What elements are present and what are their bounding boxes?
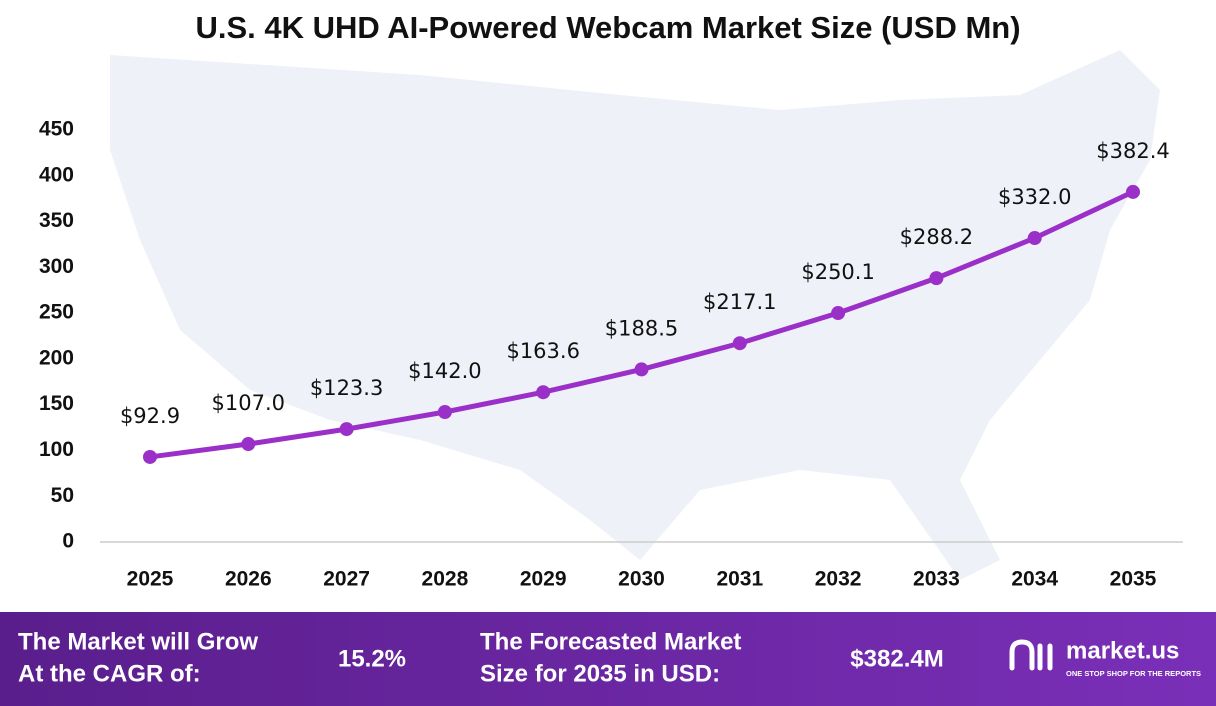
map-background <box>110 50 1160 580</box>
x-tick-label: 2025 <box>127 568 174 591</box>
value-label: $288.2 <box>900 225 973 249</box>
marker <box>634 362 649 377</box>
y-tick-label: 100 <box>39 438 74 461</box>
size-value: $382.4M <box>850 645 943 672</box>
x-tick-label: 2033 <box>913 568 960 591</box>
size-label: Size for 2035 in USD: <box>480 660 720 687</box>
value-label: $163.6 <box>506 339 579 363</box>
x-tick-label: 2030 <box>618 568 665 591</box>
y-tick-label: 400 <box>39 163 74 186</box>
marker <box>339 422 354 437</box>
value-label: $142.0 <box>408 359 481 383</box>
value-label: $92.9 <box>120 404 180 428</box>
x-tick-label: 2035 <box>1110 568 1157 591</box>
x-tick-label: 2031 <box>716 568 763 591</box>
cagr-label: At the CAGR of: <box>18 660 201 687</box>
marker <box>1027 231 1042 246</box>
chart-title: U.S. 4K UHD AI-Powered Webcam Market Siz… <box>195 10 1020 45</box>
y-tick-label: 50 <box>51 484 74 507</box>
x-tick-label: 2032 <box>815 568 862 591</box>
cagr-label: The Market will Grow <box>18 628 258 655</box>
x-tick-label: 2027 <box>323 568 370 591</box>
value-label: $382.4 <box>1096 139 1169 163</box>
marker <box>1126 184 1140 199</box>
x-tick-label: 2026 <box>225 568 272 591</box>
x-tick-label: 2029 <box>520 568 567 591</box>
value-label: $123.3 <box>310 376 383 400</box>
y-tick-label: 350 <box>39 209 74 232</box>
marker <box>732 336 747 351</box>
y-tick-label: 0 <box>62 530 74 553</box>
marker <box>536 385 551 400</box>
value-label: $332.0 <box>998 185 1071 209</box>
marker <box>241 437 256 452</box>
y-tick-label: 450 <box>39 118 74 141</box>
marker <box>437 404 452 419</box>
cagr-value: 15.2% <box>338 645 406 672</box>
x-tick-label: 2028 <box>422 568 469 591</box>
brand-logo <box>1009 639 1053 671</box>
marker <box>143 449 157 464</box>
tagline: ONE STOP SHOP FOR THE REPORTS <box>1066 669 1201 678</box>
y-tick-label: 300 <box>39 255 74 278</box>
value-label: $107.0 <box>212 391 285 415</box>
value-label: $250.1 <box>801 260 874 284</box>
marker <box>831 306 846 321</box>
brand: market.us <box>1066 637 1179 664</box>
size-label: The Forecasted Market <box>480 628 741 655</box>
value-label: $217.1 <box>703 290 776 314</box>
marker <box>929 271 944 286</box>
y-tick-label: 150 <box>39 392 74 415</box>
y-tick-label: 200 <box>39 346 74 369</box>
value-label: $188.5 <box>605 316 678 340</box>
x-tick-label: 2034 <box>1011 568 1058 591</box>
y-tick-label: 250 <box>39 301 74 324</box>
